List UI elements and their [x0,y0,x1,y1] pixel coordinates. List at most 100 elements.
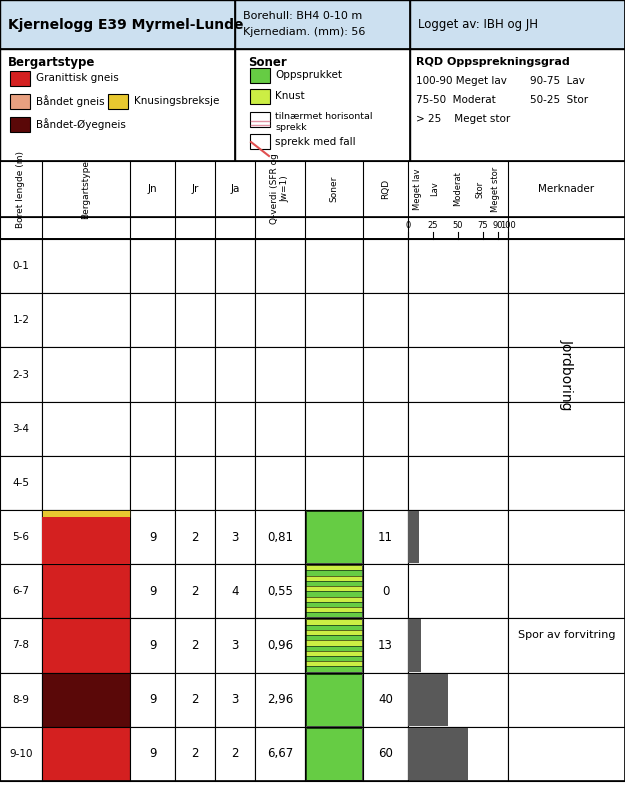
Bar [410,49,625,161]
Bar [305,239,363,294]
Bar [408,727,508,781]
Bar [508,347,625,402]
Text: Moderat: Moderat [454,171,462,207]
Bar [408,727,468,780]
Bar [306,602,362,607]
Text: 75: 75 [478,220,488,230]
Bar [215,347,255,402]
Bar [0,564,42,619]
Bar [215,456,255,510]
Bar [508,727,625,781]
Bar [363,672,408,727]
Text: > 25    Meget stor: > 25 Meget stor [416,114,510,124]
Bar [255,619,305,672]
Bar [130,510,175,564]
Bar [235,0,410,49]
Bar [306,596,362,602]
Text: Q-verdi (SFR og
Jw=1): Q-verdi (SFR og Jw=1) [270,154,290,224]
Bar [408,619,508,672]
Text: 3: 3 [231,530,239,544]
Text: Merknader: Merknader [539,184,594,194]
Bar [306,641,362,645]
Bar [130,727,175,781]
Bar [10,117,30,132]
Bar [306,674,362,726]
Text: 100: 100 [500,220,516,230]
Bar [306,511,362,563]
Text: sprekk med fall: sprekk med fall [275,137,356,147]
Text: Båndet-Øyegneis: Båndet-Øyegneis [36,118,126,130]
Text: 2,96: 2,96 [267,694,293,706]
Bar [130,239,175,294]
Bar [108,94,128,109]
Bar [306,667,362,671]
Text: Meget lav: Meget lav [414,168,422,210]
Bar [255,456,305,510]
Bar [306,656,362,661]
Text: 9: 9 [149,639,156,652]
Bar [130,672,175,727]
Bar [306,674,362,726]
Bar [306,619,362,671]
Text: 4: 4 [231,585,239,598]
Bar [42,727,130,781]
Bar [363,619,408,672]
Bar [130,619,175,672]
Bar [215,727,255,781]
Text: 2: 2 [231,747,239,761]
Bar [130,347,175,402]
Bar [175,564,215,619]
Bar [305,510,363,564]
Text: Oppsprukket: Oppsprukket [275,70,342,80]
Bar [175,294,215,347]
Text: RQD: RQD [381,179,390,199]
Text: 0: 0 [382,585,389,598]
Bar [42,239,130,294]
Bar [508,619,625,672]
Bar [0,727,42,781]
Text: 9: 9 [149,585,156,598]
Text: tilnærmet horisontal: tilnærmet horisontal [275,111,372,121]
Bar [408,564,508,619]
Text: 0-1: 0-1 [12,261,29,271]
Bar [363,239,408,294]
Bar [408,619,421,671]
Bar [0,239,42,294]
Bar [255,294,305,347]
Text: 2: 2 [191,585,199,598]
Bar [42,402,130,456]
Text: 4-5: 4-5 [12,478,29,488]
Bar [10,71,30,86]
Bar [408,510,508,564]
Bar [175,239,215,294]
Bar [305,672,363,727]
Text: 60: 60 [378,747,393,761]
Bar [408,456,508,510]
Bar [215,402,255,456]
Text: 2: 2 [191,639,199,652]
Bar [42,619,130,672]
Bar [408,294,508,347]
Bar [363,564,408,619]
Bar [306,565,362,570]
Text: 2: 2 [191,747,199,761]
Bar [255,564,305,619]
Bar [363,510,408,564]
Bar [408,239,508,294]
Bar [408,674,448,726]
Bar [0,672,42,727]
Bar [306,630,362,635]
Bar [42,510,130,564]
Bar [0,510,42,564]
Bar [255,727,305,781]
Bar [255,347,305,402]
Bar [508,510,625,564]
Bar [0,217,625,239]
Text: Spor av forvitring: Spor av forvitring [518,630,615,641]
Bar [306,727,362,780]
Bar [42,456,130,510]
Text: Jr: Jr [191,184,199,194]
Bar [306,570,362,576]
Text: sprekk: sprekk [275,122,307,132]
Bar [235,49,410,161]
